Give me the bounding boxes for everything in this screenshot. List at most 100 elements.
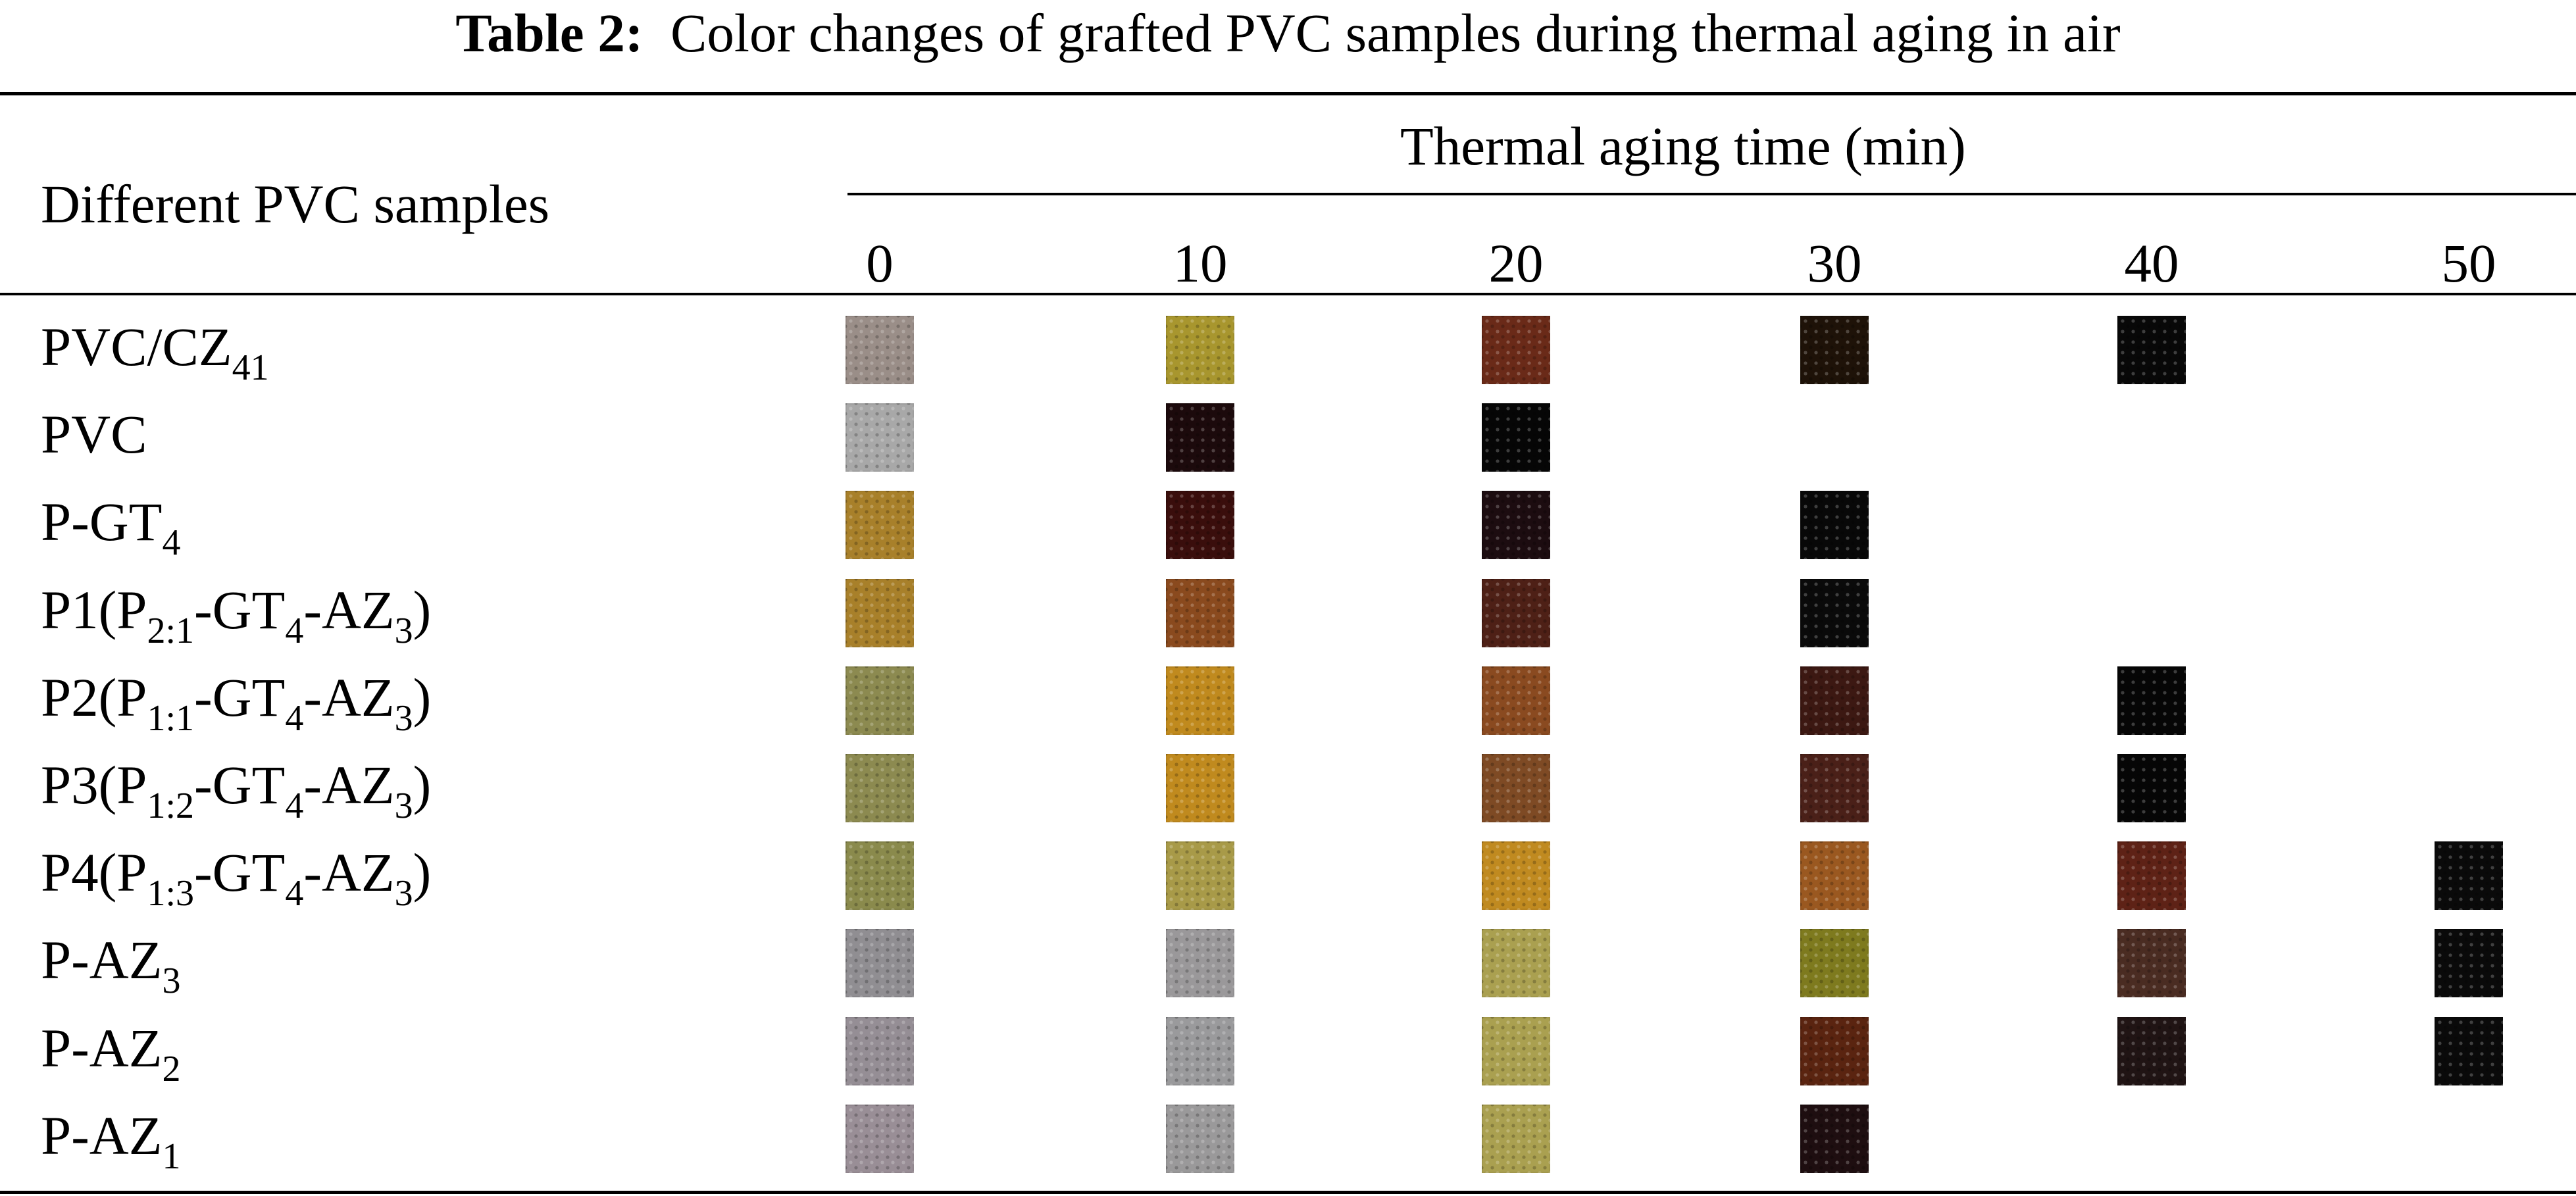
- color-swatch: [1800, 491, 1869, 560]
- color-swatch: [1800, 1104, 1869, 1173]
- color-swatch: [1166, 1104, 1234, 1173]
- color-swatch: [1800, 1016, 1869, 1085]
- color-swatch: [1482, 841, 1550, 910]
- color-swatch: [846, 754, 914, 822]
- row-label: P1(P2:1-GT4-AZ3): [41, 577, 432, 651]
- color-swatch: [846, 316, 914, 384]
- color-swatch: [1482, 403, 1550, 472]
- color-swatch: [1166, 929, 1234, 998]
- row-label-text: ): [413, 755, 432, 815]
- row-label-text: P4(P: [41, 842, 147, 903]
- row-label-subscript: 1:1: [147, 697, 195, 739]
- color-swatch: [1166, 403, 1234, 472]
- color-swatch: [1482, 1016, 1550, 1085]
- row-label-text: P-AZ: [41, 1017, 163, 1078]
- header-bottom-rule: [0, 293, 2576, 295]
- time-header-0: 0: [866, 233, 894, 293]
- color-swatch: [1800, 754, 1869, 822]
- color-swatch: [846, 841, 914, 910]
- color-swatch: [2435, 1016, 2503, 1085]
- color-swatch: [846, 666, 914, 735]
- row-label-text: -GT: [194, 666, 286, 728]
- caption-label: Table 2:: [455, 3, 644, 63]
- color-swatch: [2117, 316, 2186, 384]
- color-swatch: [1482, 491, 1550, 560]
- color-swatch: [1166, 491, 1234, 560]
- row-label-subscript: 4: [285, 873, 304, 914]
- group-header-rule: [847, 193, 2576, 195]
- caption-text: Color changes of grafted PVC samples dur…: [670, 3, 2121, 63]
- row-label-subscript: 1:2: [147, 785, 195, 826]
- group-header: Thermal aging time (min): [1400, 116, 1966, 176]
- color-swatch: [1482, 754, 1550, 822]
- top-rule: [0, 92, 2576, 95]
- row-label-subscript: 3: [394, 873, 413, 914]
- color-swatch: [1482, 929, 1550, 998]
- color-swatch: [1800, 316, 1869, 384]
- row-label-text: -GT: [194, 579, 286, 640]
- row-label: PVC: [41, 401, 147, 467]
- row-label-text: -AZ: [303, 842, 395, 903]
- row-label-subscript: 1:3: [147, 873, 195, 914]
- color-swatch: [1482, 316, 1550, 384]
- color-swatch: [1800, 929, 1869, 998]
- row-header: Different PVC samples: [41, 174, 550, 234]
- color-swatch: [1482, 578, 1550, 647]
- row-label: P-AZ1: [41, 1103, 181, 1177]
- color-swatch: [1166, 1016, 1234, 1085]
- row-label-text: P2(P: [41, 666, 147, 728]
- row-label-subscript: 2: [162, 1048, 181, 1089]
- color-swatch: [846, 1104, 914, 1173]
- row-label-subscript: 3: [162, 960, 181, 1002]
- row-label-subscript: 4: [285, 697, 304, 739]
- row-label-text: -GT: [194, 842, 286, 903]
- row-label-text: P1(P: [41, 579, 147, 640]
- color-swatch: [846, 403, 914, 472]
- color-swatch: [2435, 929, 2503, 998]
- row-label: P2(P1:1-GT4-AZ3): [41, 664, 431, 739]
- row-label-subscript: 1: [162, 1135, 181, 1177]
- row-label-subscript: 3: [394, 697, 413, 739]
- row-label: PVC/CZ41: [41, 314, 269, 388]
- table-caption: Table 2: Color changes of grafted PVC sa…: [0, 0, 2576, 66]
- row-label-subscript: 2:1: [147, 610, 195, 651]
- time-header-40: 40: [2124, 233, 2179, 293]
- color-swatch: [846, 578, 914, 647]
- row-label-text: -AZ: [303, 755, 395, 815]
- color-swatch: [1800, 578, 1869, 647]
- color-swatch: [1166, 754, 1234, 822]
- row-label-text: ): [413, 842, 432, 903]
- bottom-rule: [0, 1191, 2576, 1194]
- row-label: P3(P1:2-GT4-AZ3): [41, 752, 432, 826]
- color-swatch: [1482, 1104, 1550, 1173]
- color-swatch: [846, 491, 914, 560]
- row-label-subscript: 3: [394, 610, 413, 651]
- color-swatch: [2117, 929, 2186, 998]
- row-label-subscript: 3: [394, 785, 413, 826]
- time-header-20: 20: [1488, 233, 1544, 293]
- time-header-30: 30: [1807, 233, 1862, 293]
- color-swatch: [1166, 666, 1234, 735]
- color-swatch: [1800, 841, 1869, 910]
- color-swatch: [1800, 666, 1869, 735]
- row-label-text: P-AZ: [41, 930, 163, 991]
- color-swatch: [2117, 841, 2186, 910]
- row-label-text: -AZ: [303, 579, 395, 640]
- row-label-subscript: 4: [285, 610, 304, 651]
- color-swatch: [2117, 1016, 2186, 1085]
- color-swatch: [1166, 316, 1234, 384]
- row-label-text: -GT: [194, 755, 286, 815]
- color-swatch: [1166, 841, 1234, 910]
- row-label: P-AZ2: [41, 1015, 181, 1089]
- row-label-text: ): [413, 579, 432, 640]
- row-label: P-GT4: [41, 489, 181, 564]
- row-label-subscript: 41: [232, 347, 269, 388]
- row-label-text: P-GT: [41, 491, 163, 553]
- color-swatch: [2117, 754, 2186, 822]
- color-swatch: [1482, 666, 1550, 735]
- row-label-text: P3(P: [41, 755, 147, 815]
- row-label: P-AZ3: [41, 927, 181, 1002]
- row-label-subscript: 4: [285, 785, 304, 826]
- color-swatch: [846, 929, 914, 998]
- row-label-subscript: 4: [162, 522, 181, 564]
